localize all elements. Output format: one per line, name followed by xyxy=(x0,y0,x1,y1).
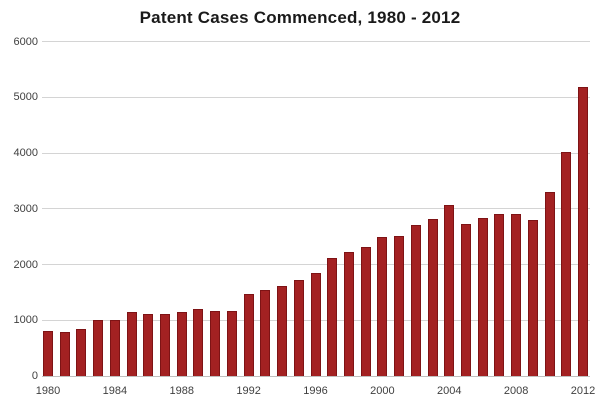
bar-1993 xyxy=(260,289,271,376)
bar-2001 xyxy=(394,235,405,376)
bar-2011 xyxy=(561,152,572,376)
y-tick-label-2000: 2000 xyxy=(13,258,38,271)
gridline-4000 xyxy=(42,152,590,154)
x-tick-label-2000: 2000 xyxy=(370,385,395,397)
bar-2002 xyxy=(410,225,421,376)
bar-1986 xyxy=(143,314,154,376)
y-tick-label-6000: 6000 xyxy=(13,35,38,48)
bar-2003 xyxy=(427,219,438,376)
bar-1999 xyxy=(360,246,371,376)
bar-2009 xyxy=(527,220,538,376)
bar-1997 xyxy=(327,258,338,376)
x-tick-label-1988: 1988 xyxy=(169,385,194,397)
bar-2012 xyxy=(578,86,589,376)
x-tick-label-2004: 2004 xyxy=(437,385,462,397)
bar-1994 xyxy=(277,285,288,376)
bar-1998 xyxy=(343,252,354,376)
gridline-2000 xyxy=(42,264,590,265)
bar-1983 xyxy=(93,320,104,376)
bar-2005 xyxy=(461,224,471,376)
bar-2007 xyxy=(494,214,505,376)
bar-2006 xyxy=(477,218,488,376)
bar-2010 xyxy=(544,192,555,376)
y-tick-label-0: 0 xyxy=(31,370,38,382)
bar-1980 xyxy=(43,331,53,376)
gridline-6000 xyxy=(42,41,590,42)
bar-1988 xyxy=(176,311,187,376)
bar-2000 xyxy=(377,237,388,376)
bar-1991 xyxy=(226,311,237,376)
chart-title: Patent Cases Commenced, 1980 - 2012 xyxy=(139,8,461,27)
bar-1989 xyxy=(193,309,204,376)
x-tick-label-1992: 1992 xyxy=(236,385,261,397)
bar-1990 xyxy=(210,310,221,376)
x-tick-label-1980: 1980 xyxy=(35,385,61,397)
bar-1987 xyxy=(160,313,171,376)
gridline-0 xyxy=(42,375,590,377)
bar-1982 xyxy=(76,329,87,376)
gridline-3000 xyxy=(42,208,590,210)
bar-1985 xyxy=(126,312,137,376)
bar-1992 xyxy=(243,293,254,376)
bar-1995 xyxy=(293,280,304,376)
x-tick-label-1996: 1996 xyxy=(303,385,328,397)
bar-1996 xyxy=(310,273,321,376)
gridline-5000 xyxy=(42,96,590,98)
y-tick-label-3000: 3000 xyxy=(13,202,38,215)
x-tick-label-2008: 2008 xyxy=(503,385,529,397)
y-tick-label-4000: 4000 xyxy=(13,147,38,159)
y-tick-label-1000: 1000 xyxy=(13,314,38,327)
x-tick-label-2012: 2012 xyxy=(570,385,596,397)
y-tick-label-5000: 5000 xyxy=(13,91,38,104)
bar-2004 xyxy=(444,204,455,376)
bar-1984 xyxy=(109,319,120,376)
x-tick-label-1984: 1984 xyxy=(102,385,128,397)
bar-1981 xyxy=(59,331,70,376)
bar-2008 xyxy=(511,213,522,376)
